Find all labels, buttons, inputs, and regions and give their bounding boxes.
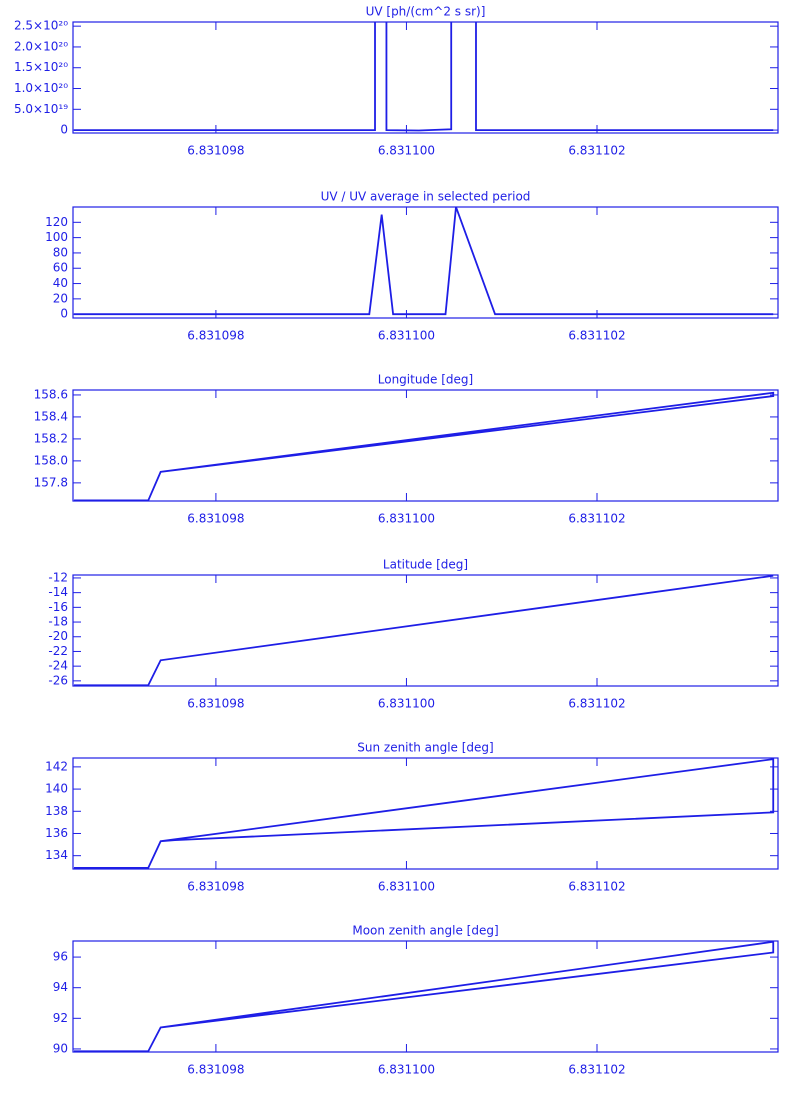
panel-title: Longitude [deg] [378,373,473,387]
panel-title: Sun zenith angle [deg] [357,741,493,755]
y-tick-label: 134 [45,848,68,862]
x-tick-label: 6.831098 [187,880,244,894]
y-tick-label: 92 [53,1011,68,1025]
y-tick-label: 20 [53,291,68,305]
y-tick-label: 1.0×10²⁰ [14,81,68,95]
data-line [73,22,774,132]
x-tick-label: 6.831102 [568,512,625,526]
x-tick-label: 6.831100 [378,1063,435,1077]
y-tick-label: 60 [53,261,68,275]
y-tick-label: 158.0 [34,453,68,467]
y-tick-label: -24 [48,659,68,673]
x-tick-label: 6.831098 [187,697,244,711]
x-tick-label: 6.831100 [378,512,435,526]
panel-title: UV [ph/(cm^2 s sr)] [366,5,486,19]
y-tick-label: -14 [48,585,68,599]
data-line [73,207,774,316]
y-tick-label: 100 [45,230,68,244]
y-tick-label: 80 [53,245,68,259]
y-tick-label: 0 [60,307,68,321]
y-tick-label: 2.5×10²⁰ [14,19,68,33]
plot-frame [72,574,779,687]
plot-frame [72,389,779,502]
x-tick-label: 6.831098 [187,1063,244,1077]
y-tick-label: 136 [45,826,68,840]
x-tick-label: 6.831102 [568,1063,625,1077]
y-tick-label: 0 [60,123,68,137]
x-tick-label: 6.831100 [378,697,435,711]
y-tick-label: 90 [53,1041,68,1055]
y-tick-label: -22 [48,644,68,658]
y-tick-label: 94 [53,980,68,994]
data-line [73,575,774,686]
y-tick-label: 158.2 [34,431,68,445]
x-tick-label: 6.831102 [568,144,625,158]
y-tick-label: 142 [45,759,68,773]
data-line [73,941,775,1052]
y-tick-label: 140 [45,782,68,796]
x-tick-label: 6.831102 [568,329,625,343]
plot-frame [72,940,779,1053]
y-tick-label: 5.0×10¹⁹ [14,102,68,116]
y-tick-label: 158.6 [34,387,68,401]
x-tick-label: 6.831098 [187,144,244,158]
x-tick-label: 6.831100 [378,880,435,894]
y-tick-label: -26 [48,673,68,687]
plot-frame [72,21,779,134]
y-tick-label: -18 [48,615,68,629]
y-tick-label: -16 [48,600,68,614]
y-tick-label: 138 [45,804,68,818]
panel-title: Latitude [deg] [383,558,468,572]
plot-frame [72,206,779,319]
x-tick-label: 6.831098 [187,512,244,526]
x-tick-label: 6.831098 [187,329,244,343]
data-line [73,391,775,501]
y-tick-label: 157.8 [34,475,68,489]
x-tick-label: 6.831100 [378,144,435,158]
y-tick-label: -12 [48,570,68,584]
y-tick-label: 1.5×10²⁰ [14,60,68,74]
y-tick-label: -20 [48,629,68,643]
y-tick-label: 40 [53,276,68,290]
y-tick-label: 2.0×10²⁰ [14,39,68,53]
x-tick-label: 6.831102 [568,880,625,894]
plot-frame [72,757,779,870]
data-line [73,758,775,869]
y-tick-label: 158.4 [34,409,68,423]
panel-title: Moon zenith angle [deg] [352,924,498,938]
x-tick-label: 6.831102 [568,697,625,711]
y-tick-label: 120 [45,215,68,229]
x-tick-label: 6.831100 [378,329,435,343]
y-tick-label: 96 [53,950,68,964]
panel-title: UV / UV average in selected period [321,190,531,204]
